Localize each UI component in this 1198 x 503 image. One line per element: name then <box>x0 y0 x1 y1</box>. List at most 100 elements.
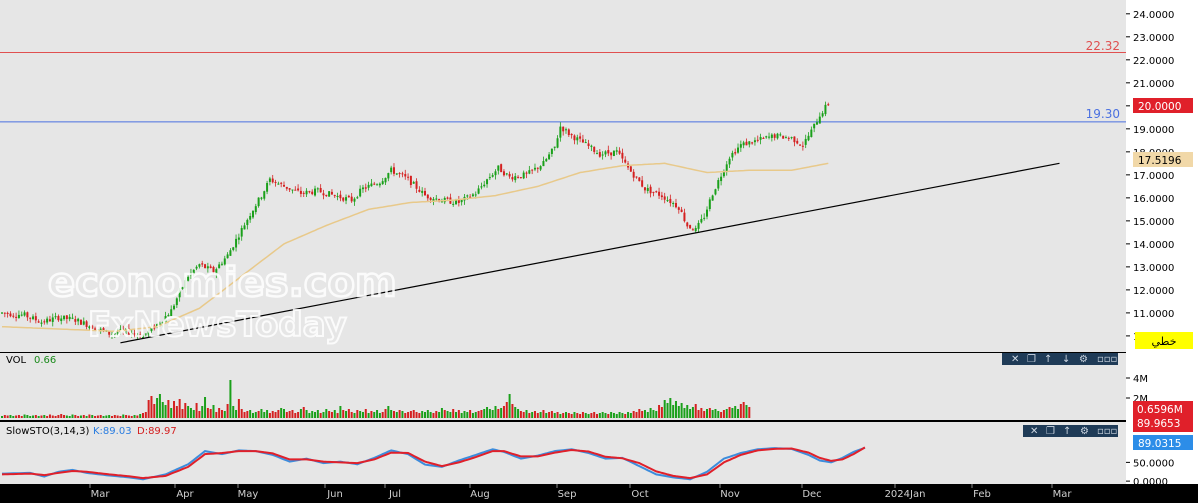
window-icon[interactable]: ❐ <box>1046 426 1055 437</box>
volume-bar <box>46 416 49 418</box>
volume-bar <box>694 404 697 418</box>
volume-bar <box>717 411 720 418</box>
candle-body <box>446 197 449 199</box>
candle-body <box>198 264 201 267</box>
candle-body <box>691 229 694 231</box>
more-icon[interactable]: ▫▫▫ <box>1097 426 1117 437</box>
candle-body <box>471 194 474 197</box>
volume-bar <box>387 406 390 418</box>
candle-body <box>796 140 799 144</box>
volume-bar <box>96 415 99 418</box>
volume-bar <box>187 406 190 418</box>
volume-bar <box>641 411 644 418</box>
volume-bar <box>314 412 317 418</box>
volume-bar <box>593 412 596 418</box>
candle-body <box>550 148 553 155</box>
candle-body <box>139 334 142 338</box>
volume-bar <box>471 413 474 418</box>
volume-bar <box>384 409 387 418</box>
price-axis-label: 14.0000 <box>1133 240 1174 251</box>
volume-bar <box>347 409 350 418</box>
volume-bar <box>418 413 421 418</box>
volume-panel-controls: ✕ ❐ ↑ ↓ ⚙ ▫▫▫ <box>1002 353 1118 365</box>
volume-bar <box>708 408 711 418</box>
trend-line[interactable] <box>120 162 1060 344</box>
candle-body <box>632 171 635 178</box>
volume-bar <box>426 410 429 418</box>
volume-indicator-label: VOL <box>6 355 27 366</box>
gear-icon[interactable]: ⚙ <box>1080 426 1089 437</box>
candle-body <box>768 136 771 138</box>
close-icon[interactable]: ✕ <box>1011 354 1019 365</box>
volume-bar <box>378 413 381 418</box>
volume-bar <box>232 406 235 418</box>
close-icon[interactable]: ✕ <box>1030 426 1038 437</box>
volume-bar <box>229 380 232 418</box>
window-icon[interactable]: ❐ <box>1027 354 1036 365</box>
candle-body <box>387 173 390 179</box>
volume-bar <box>745 405 748 418</box>
gear-icon[interactable]: ⚙ <box>1079 354 1088 365</box>
time-axis[interactable] <box>72 484 1126 503</box>
volume-bar <box>703 411 706 418</box>
price-axis-label: 17.0000 <box>1133 171 1174 182</box>
volume-bar <box>522 412 525 418</box>
candle-body <box>669 198 672 204</box>
volume-bar <box>624 414 627 418</box>
candle-body <box>311 191 314 195</box>
volume-bar <box>246 411 249 418</box>
candle-body <box>418 189 421 192</box>
time-axis-label: Aug <box>470 489 490 500</box>
volume-bar <box>455 412 458 418</box>
candle-body <box>268 178 271 182</box>
candle-body <box>161 321 164 324</box>
candle-body <box>815 122 818 125</box>
candle-body <box>167 315 170 317</box>
volume-bar <box>85 416 88 418</box>
volume-bar <box>728 407 731 418</box>
volume-bar <box>122 414 125 418</box>
candle-body <box>116 332 119 334</box>
candle-body <box>57 316 60 321</box>
candle-body <box>717 180 720 189</box>
volume-bar <box>294 413 297 418</box>
volume-bar <box>596 414 599 418</box>
volume-bar <box>108 415 111 418</box>
main-plot-area[interactable] <box>0 0 1126 352</box>
more-icon[interactable]: ▫▫▫ <box>1097 354 1117 365</box>
volume-bar <box>734 406 737 418</box>
volume-bar <box>621 413 624 418</box>
volume-bar <box>17 415 20 418</box>
candle-body <box>378 183 381 186</box>
volume-bar <box>480 410 483 418</box>
chart-mode-button[interactable]: خطي <box>1135 332 1193 349</box>
volume-bar <box>15 415 18 418</box>
candle-body <box>787 137 790 139</box>
volume-bar <box>474 412 477 418</box>
volume-bar <box>440 408 443 418</box>
candle-body <box>635 176 638 178</box>
volume-bar <box>488 409 491 418</box>
volume-bar <box>26 415 29 418</box>
volume-bar <box>170 408 173 418</box>
volume-bar <box>325 409 328 418</box>
candle-body <box>579 136 582 139</box>
candle-body <box>511 177 514 180</box>
stochastic-plot-area[interactable] <box>0 422 1126 484</box>
up-arrow-icon[interactable]: ↑ <box>1063 426 1071 437</box>
volume-bar <box>32 415 35 418</box>
candle-body <box>756 139 759 141</box>
candle-body <box>432 198 435 201</box>
volume-bar <box>23 414 26 418</box>
price-axis-label: 15.0000 <box>1133 217 1174 228</box>
volume-bar <box>525 410 528 418</box>
up-arrow-icon[interactable]: ↑ <box>1044 354 1052 365</box>
down-arrow-icon[interactable]: ↓ <box>1062 354 1070 365</box>
candle-body <box>339 194 342 199</box>
volume-bar <box>198 411 201 418</box>
volume-bar <box>74 415 77 418</box>
candle-body <box>263 191 266 199</box>
volume-bar <box>297 412 300 418</box>
candle-body <box>220 263 223 265</box>
